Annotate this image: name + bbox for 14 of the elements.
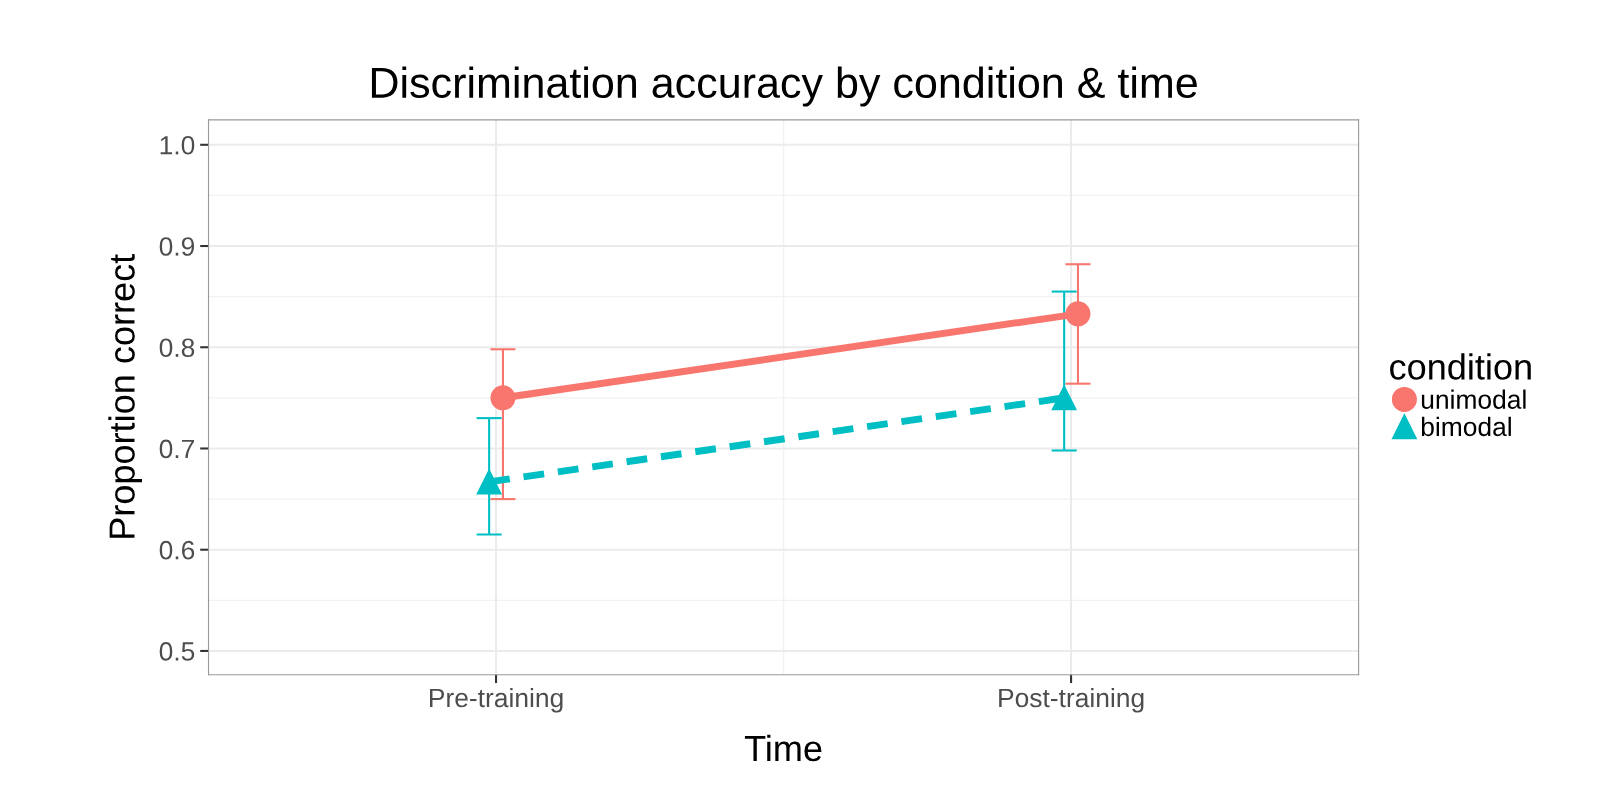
legend-title: condition [1390,353,1531,380]
x-tick-label: Post-training [999,687,1144,713]
y-tick-label: 0.7 [159,439,194,459]
legend-label: bimodal [1421,416,1511,437]
y-tick-label: 0.5 [159,642,195,661]
y-axis-title: Proportion correct [108,254,142,538]
x-tick-label: Pre-training [430,687,563,713]
legend-label: unimodal [1421,389,1526,409]
chart-title: Discrimination accuracy by condition & time [371,66,1197,107]
y-tick-label: 1.0 [160,135,195,155]
x-axis-title: Time [744,734,822,762]
y-tick-label: 0.8 [159,338,195,358]
y-tick-label: 0.6 [159,540,195,560]
y-tick-label: 0.9 [159,237,195,256]
